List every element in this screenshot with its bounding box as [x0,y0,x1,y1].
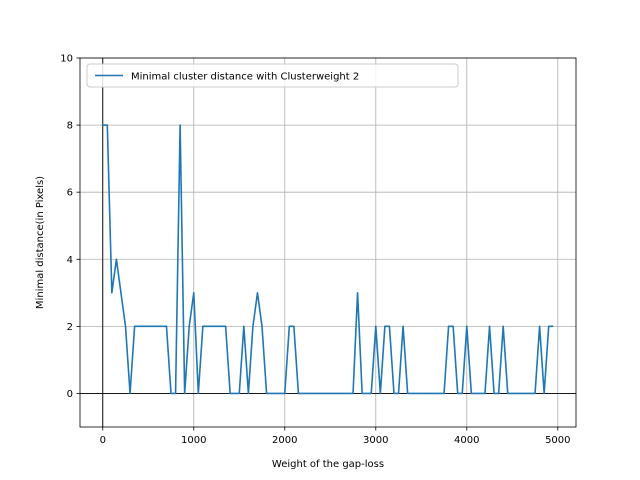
y-tick-label: 8 [67,121,73,132]
grid-lines [80,57,576,427]
series-line [102,124,554,395]
x-tick-label: 4000 [454,435,479,446]
y-tick-label: 6 [67,188,73,199]
x-tick-label: 0 [100,435,106,446]
series-layer [102,124,554,395]
legend-label: Minimal cluster distance with Clusterwei… [131,72,359,83]
y-tick-label: 10 [60,54,73,65]
x-tick-label: 5000 [545,435,570,446]
y-axis-label: Minimal distance(in Pixels) [35,176,46,309]
y-tick-label: 0 [67,389,73,400]
x-tick-label: 2000 [272,435,297,446]
y-tick-label: 2 [67,322,73,333]
x-axis-label: Weight of the gap-loss [272,459,384,470]
y-tick-label: 4 [67,255,73,266]
x-tick-label: 3000 [363,435,388,446]
x-tick-label: 1000 [181,435,206,446]
plot-area-frame [79,57,577,428]
axis-ticks: 0 1000 2000 3000 4000 5000 0 2 4 6 8 10 [60,54,570,447]
zero-lines [80,58,576,427]
legend: Minimal cluster distance with Clusterwei… [86,63,459,88]
legend-box [86,63,459,88]
